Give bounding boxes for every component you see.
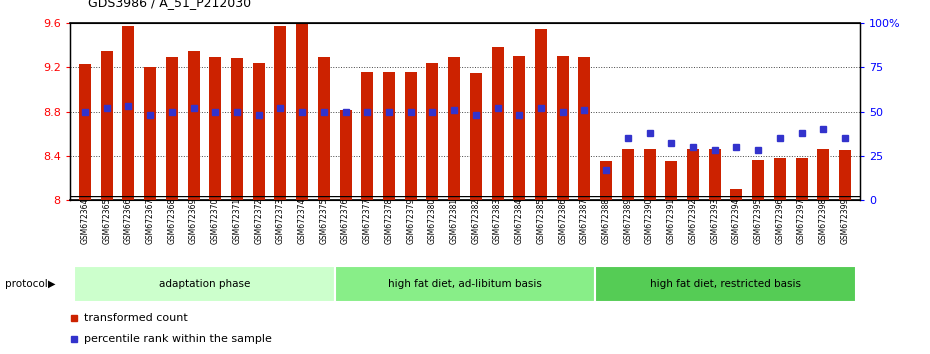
Text: GSM672379: GSM672379 <box>406 198 415 244</box>
Bar <box>709 149 721 200</box>
Text: GSM672390: GSM672390 <box>645 198 654 244</box>
Text: GSM672387: GSM672387 <box>580 198 589 244</box>
Bar <box>817 149 830 200</box>
Text: GSM672395: GSM672395 <box>753 198 763 244</box>
Text: GSM672389: GSM672389 <box>623 198 632 244</box>
Text: GSM672378: GSM672378 <box>384 198 393 244</box>
Text: GSM672375: GSM672375 <box>319 198 328 244</box>
Bar <box>687 149 699 200</box>
Text: GSM672381: GSM672381 <box>449 198 458 244</box>
Bar <box>796 158 807 200</box>
Bar <box>448 57 460 200</box>
Bar <box>74 266 335 302</box>
Text: GSM672371: GSM672371 <box>232 198 242 244</box>
Text: GSM672385: GSM672385 <box>537 198 546 244</box>
Text: GSM672388: GSM672388 <box>602 198 611 244</box>
Bar <box>839 150 851 200</box>
Bar <box>231 58 243 200</box>
Text: GSM672384: GSM672384 <box>515 198 524 244</box>
Text: GSM672398: GSM672398 <box>818 198 828 244</box>
Text: GSM672382: GSM672382 <box>472 198 481 244</box>
Text: adaptation phase: adaptation phase <box>159 279 250 289</box>
Bar <box>209 57 221 200</box>
Bar <box>405 72 417 200</box>
Text: GSM672399: GSM672399 <box>841 198 849 244</box>
Text: GSM672376: GSM672376 <box>341 198 350 244</box>
Text: GSM672368: GSM672368 <box>167 198 177 244</box>
Text: GSM672380: GSM672380 <box>428 198 437 244</box>
Text: GSM672374: GSM672374 <box>298 198 307 244</box>
Bar <box>470 73 482 200</box>
Text: GSM672373: GSM672373 <box>276 198 285 244</box>
Text: protocol: protocol <box>5 279 47 289</box>
Bar <box>622 149 634 200</box>
Bar <box>79 64 91 200</box>
Bar <box>665 161 677 200</box>
Bar <box>578 57 591 200</box>
Text: GSM672369: GSM672369 <box>189 198 198 244</box>
Bar <box>361 72 373 200</box>
Text: GSM672391: GSM672391 <box>667 198 676 244</box>
Text: GSM672394: GSM672394 <box>732 198 741 244</box>
Text: ▶: ▶ <box>48 279 56 289</box>
Text: high fat diet, ad-libitum basis: high fat diet, ad-libitum basis <box>388 279 542 289</box>
Bar <box>274 26 286 200</box>
Bar <box>144 67 156 200</box>
Text: GSM672397: GSM672397 <box>797 198 806 244</box>
Bar <box>383 72 395 200</box>
Text: GSM672372: GSM672372 <box>254 198 263 244</box>
Text: transformed count: transformed count <box>84 313 188 323</box>
Bar <box>253 63 265 200</box>
Text: GDS3986 / A_51_P212030: GDS3986 / A_51_P212030 <box>88 0 251 9</box>
Bar <box>339 110 352 200</box>
Bar <box>427 63 438 200</box>
Text: percentile rank within the sample: percentile rank within the sample <box>84 334 272 344</box>
Text: GSM672366: GSM672366 <box>124 198 133 244</box>
Bar <box>557 56 569 200</box>
Text: GSM672377: GSM672377 <box>363 198 372 244</box>
Bar <box>513 56 525 200</box>
Bar <box>492 47 503 200</box>
Text: GSM672393: GSM672393 <box>711 198 719 244</box>
Bar <box>166 57 178 200</box>
Text: GSM672370: GSM672370 <box>211 198 219 244</box>
Text: GSM672386: GSM672386 <box>558 198 567 244</box>
Text: GSM672383: GSM672383 <box>493 198 502 244</box>
Bar <box>595 266 856 302</box>
Bar <box>730 189 742 200</box>
Bar <box>318 57 330 200</box>
Bar <box>335 266 595 302</box>
Text: GSM672367: GSM672367 <box>146 198 154 244</box>
Bar <box>100 51 113 200</box>
Bar <box>188 51 200 200</box>
Bar <box>123 26 134 200</box>
Text: high fat diet, restricted basis: high fat diet, restricted basis <box>650 279 801 289</box>
Text: GSM672396: GSM672396 <box>776 198 784 244</box>
Text: GSM672392: GSM672392 <box>688 198 698 244</box>
Bar <box>535 29 547 200</box>
Text: GSM672364: GSM672364 <box>81 198 89 244</box>
Bar <box>644 149 656 200</box>
Bar <box>296 24 308 200</box>
Bar <box>600 161 612 200</box>
Bar <box>752 160 764 200</box>
Bar <box>774 158 786 200</box>
Text: GSM672365: GSM672365 <box>102 198 112 244</box>
